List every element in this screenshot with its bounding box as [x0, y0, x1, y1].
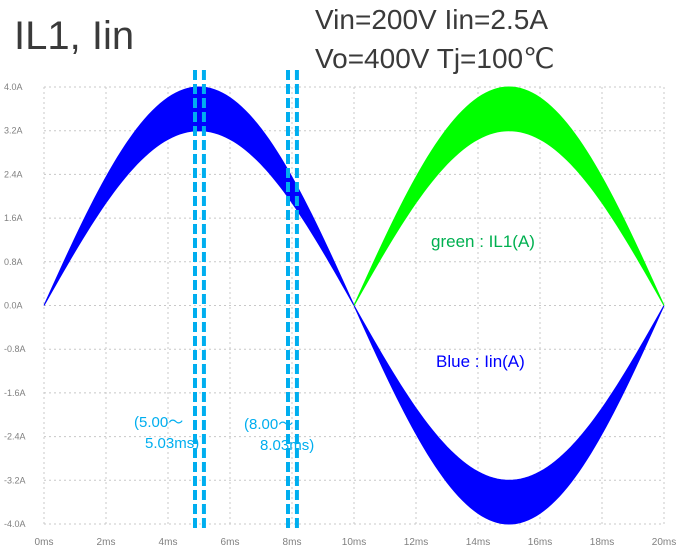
marker-2-label-end: 8.03ms): [260, 437, 315, 454]
iin-band-0: [43, 86, 355, 306]
chart-series: [43, 86, 665, 525]
marker-1-label-start: (5.00～: [134, 414, 184, 431]
x-tick-label: 6ms: [221, 537, 240, 548]
legend-il1: green : IL1(A): [431, 232, 535, 251]
x-tick-label: 12ms: [404, 537, 428, 548]
x-tick-label: 2ms: [97, 537, 116, 548]
condition-line-2: Vo=400V Tj=100℃: [315, 43, 555, 74]
x-tick-label: 14ms: [466, 537, 490, 548]
marker-1-label-end: 5.03ms): [145, 435, 200, 452]
y-tick-label: 0.8A: [4, 257, 23, 267]
y-tick-label: 4.0A: [4, 82, 23, 92]
y-tick-label: 0.0A: [4, 301, 23, 311]
x-tick-label: 18ms: [590, 537, 614, 548]
legend-iin: Blue : Iin(A): [436, 352, 525, 371]
y-tick-label: -2.4A: [4, 432, 26, 442]
il1-band-0: [353, 86, 665, 306]
x-tick-label: 20ms: [652, 537, 676, 548]
condition-line-1: Vin=200V Iin=2.5A: [315, 4, 549, 35]
time-markers: [193, 70, 299, 532]
y-tick-label: -1.6A: [4, 388, 26, 398]
x-tick-label: 8ms: [283, 537, 302, 548]
y-tick-label: -3.2A: [4, 475, 26, 485]
x-tick-label: 16ms: [528, 537, 552, 548]
y-tick-label: 2.4A: [4, 169, 23, 179]
y-tick-label: -0.8A: [4, 344, 26, 354]
iin-band-1: [353, 305, 665, 525]
chart-axes: 4.0A 3.2A 2.4A 1.6A 0.8A 0.0A -0.8A -1.6A -2.4A -…: [4, 82, 676, 548]
y-tick-label: 1.6A: [4, 213, 23, 223]
y-tick-label: 3.2A: [4, 126, 23, 136]
chart-title: IL1, Iin: [14, 14, 135, 58]
y-tick-label: -4.0A: [4, 519, 26, 529]
x-tick-label: 10ms: [342, 537, 366, 548]
x-tick-label: 4ms: [159, 537, 178, 548]
marker-2-label-start: (8.00～: [244, 416, 294, 433]
x-tick-label: 0ms: [35, 537, 54, 548]
